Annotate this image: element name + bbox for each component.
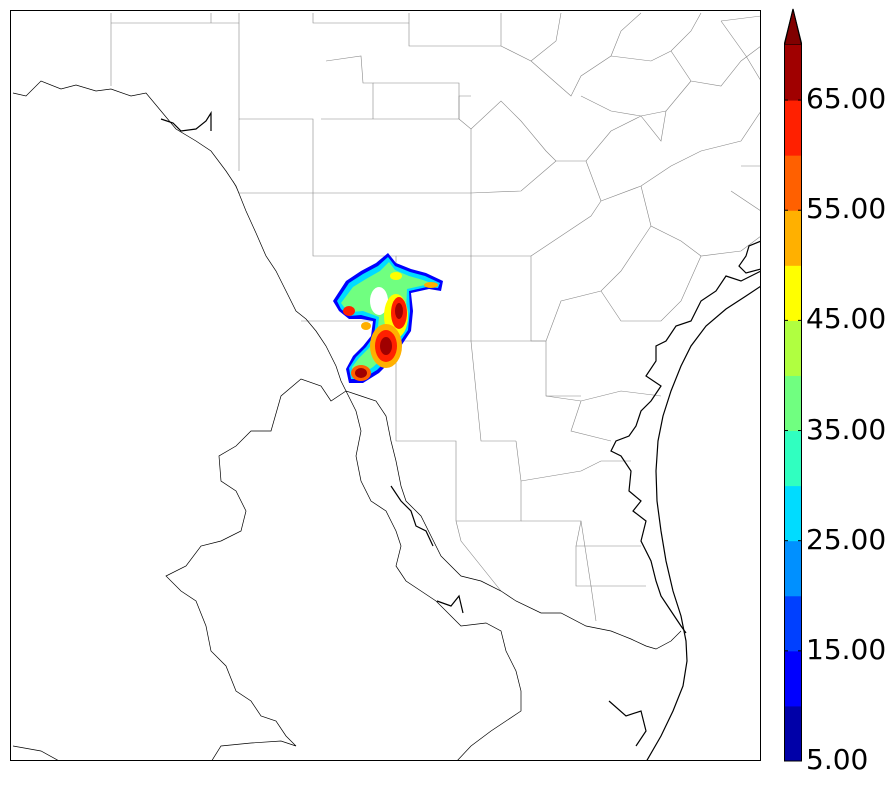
map-panel[interactable] [10, 10, 761, 761]
coastline [160, 110, 760, 760]
colorbar-segment [784, 430, 802, 487]
colorbar-tick-label: 5.00 [806, 743, 869, 776]
colorbar-segment [784, 265, 802, 321]
colorbar-segment [784, 45, 802, 101]
county-boundaries [110, 12, 760, 622]
colorbar-tick-label: 45.00 [806, 302, 887, 336]
colorbar-segment [784, 485, 802, 542]
colorbar-segment [784, 705, 802, 762]
colorbar [784, 8, 802, 762]
colorbar-tick-label: 15.00 [806, 632, 887, 666]
precipitation-field [333, 253, 443, 383]
colorbar-tick-label: 65.00 [806, 82, 887, 116]
colorbar-extend-arrow [784, 8, 802, 46]
colorbar-segment [784, 210, 802, 266]
colorbar-tick-label: 35.00 [806, 412, 887, 446]
colorbar-tick-label: 25.00 [806, 522, 887, 556]
colorbar-segment [784, 650, 802, 707]
colorbar-segment [784, 155, 802, 211]
colorbar-segment [784, 540, 802, 597]
map-canvas [12, 12, 760, 760]
colorbar-segment [784, 595, 802, 652]
international-borders [12, 80, 682, 760]
colorbar-segment [784, 100, 802, 156]
colorbar-tick-label: 55.00 [806, 192, 887, 226]
colorbar-segment [784, 375, 802, 432]
colorbar-segment [784, 320, 802, 376]
